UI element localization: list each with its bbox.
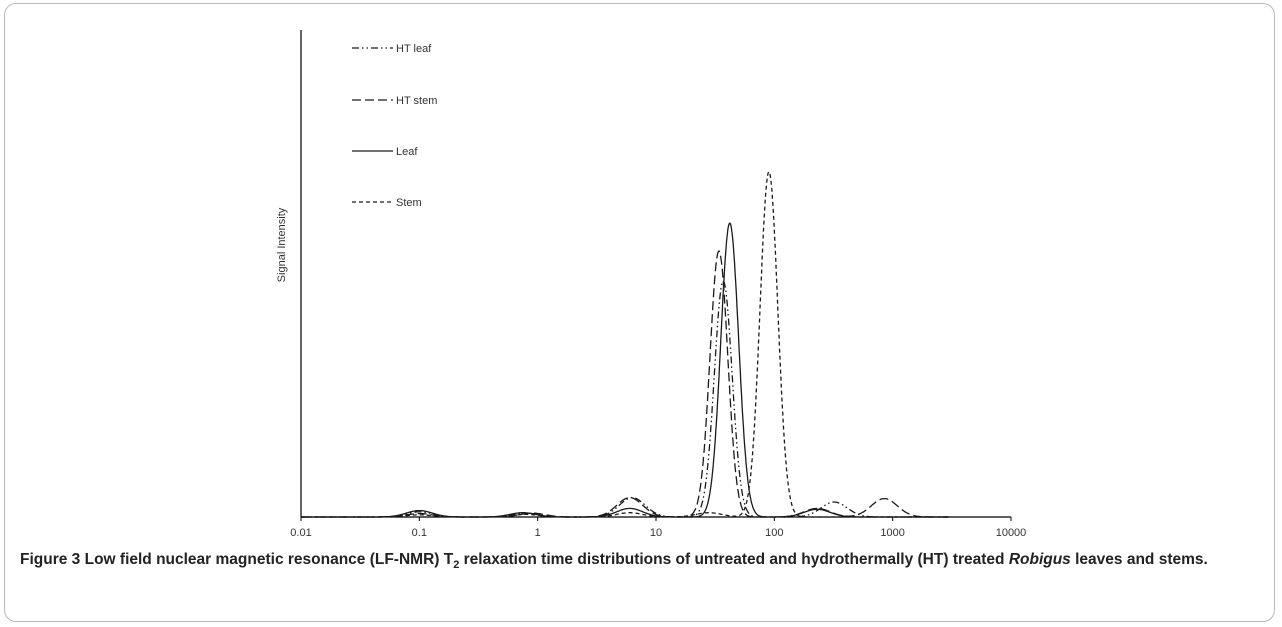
caption-text-1: Low field nuclear magnetic resonance (LF… — [80, 551, 454, 568]
series-curves — [301, 170, 949, 518]
x-tick-label: 100 — [765, 527, 783, 539]
figure-caption: Figure 3 Low field nuclear magnetic reso… — [20, 549, 1260, 576]
caption-lead: Figure 3 Low field nuclear magnetic reso… — [20, 551, 1208, 572]
x-tick-label: 1000 — [880, 527, 904, 539]
series-line-ht-stem — [301, 250, 949, 518]
caption-subscript: 2 — [453, 559, 460, 572]
x-tick-label: 0.01 — [290, 527, 311, 539]
x-tick-label: 1 — [535, 527, 541, 539]
legend-label-ht-leaf: HT leaf — [396, 43, 432, 55]
caption-text-3: leaves and stems. — [1070, 551, 1208, 568]
legend-label-stem: Stem — [396, 197, 422, 209]
series-line-leaf — [301, 222, 949, 518]
legend-label-leaf: Leaf — [396, 146, 418, 158]
x-tick-label: 0.1 — [412, 527, 427, 539]
caption-text-2: relaxation time distributions of untreat… — [459, 551, 1009, 568]
chart: 0.010.1110100100010000msSignal Intensity… — [276, 30, 1027, 539]
figure-frame — [4, 3, 1275, 622]
axes: 0.010.1110100100010000msSignal Intensity — [276, 30, 1027, 539]
caption-species: Robigus — [1008, 551, 1071, 568]
caption-figure-number: Figure 3 — [20, 551, 81, 568]
legend: HT leaf HT stem Leaf Stem — [352, 43, 437, 209]
series-line-stem — [301, 170, 949, 518]
legend-label-ht-stem: HT stem — [396, 95, 437, 107]
series-line-ht-leaf — [301, 280, 949, 518]
y-axis-title: Signal Intensity — [276, 207, 288, 282]
x-tick-label: 10000 — [996, 527, 1027, 539]
x-tick-label: 10 — [650, 527, 662, 539]
